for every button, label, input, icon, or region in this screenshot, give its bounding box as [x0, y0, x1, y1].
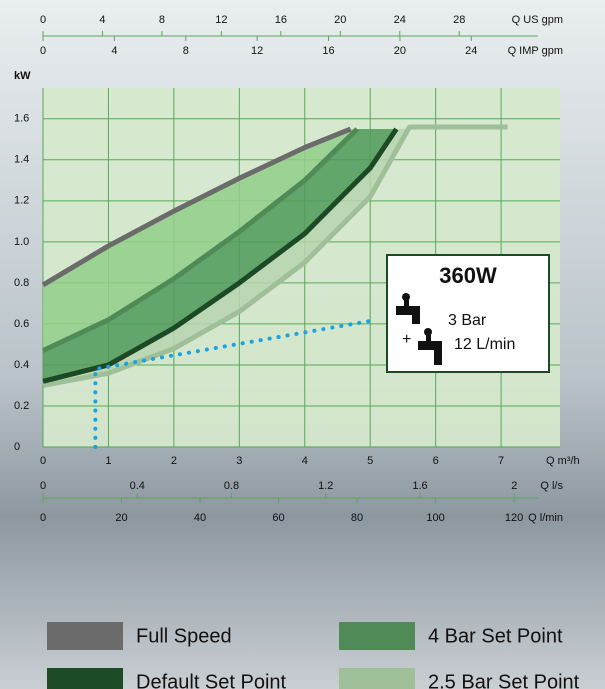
axis-tick-label: 12 — [251, 45, 263, 57]
axis-label: Q US gpm — [512, 14, 563, 26]
y-tick-label: 1.0 — [14, 236, 29, 248]
annotation-flow: 12 L/min — [454, 336, 515, 353]
x-axis-label: Q m³/h — [546, 455, 580, 467]
axis-tick-label: 20 — [115, 512, 127, 524]
axis-tick-label: 8 — [183, 45, 189, 57]
y-tick-label: 0.6 — [14, 318, 29, 330]
axis-tick-label: 120 — [505, 512, 523, 524]
annotation-pressure: 3 Bar — [448, 312, 487, 329]
band-fill — [43, 129, 358, 351]
legend-swatch — [339, 622, 415, 650]
annotation-plus: + — [402, 331, 411, 348]
axis-tick-label: 0 — [40, 14, 46, 26]
y-tick-label: 0 — [14, 441, 20, 453]
legend-label: 2.5 Bar Set Point — [428, 671, 580, 689]
axis-tick-label: 1.6 — [412, 480, 427, 492]
y-tick-label: 0.8 — [14, 277, 29, 289]
axis-tick-label: 8 — [159, 14, 165, 26]
axis-tick-label: 4 — [99, 14, 105, 26]
axis-tick-label: 40 — [194, 512, 206, 524]
axis-label: Q l/min — [528, 512, 563, 524]
y-tick-label: 1.2 — [14, 195, 29, 207]
x-tick-label: 0 — [40, 455, 46, 467]
axis-tick-label: 0.4 — [130, 480, 145, 492]
x-tick-label: 6 — [433, 455, 439, 467]
y-tick-label: 0.4 — [14, 359, 29, 371]
y-tick-label: 1.4 — [14, 154, 29, 166]
series-line — [42, 124, 508, 388]
axis-tick-label: 12 — [215, 14, 227, 26]
legend-label: 4 Bar Set Point — [428, 625, 563, 647]
x-tick-label: 4 — [302, 455, 308, 467]
series-line — [41, 126, 352, 288]
axis-tick-label: 0 — [40, 512, 46, 524]
axis-tick-label: 16 — [275, 14, 287, 26]
axis-tick-label: 80 — [351, 512, 363, 524]
x-tick-label: 3 — [236, 455, 242, 467]
legend-label: Default Set Point — [136, 671, 287, 689]
axis-tick-label: 1.2 — [318, 480, 333, 492]
axis-tick-label: 0 — [40, 480, 46, 492]
annotation-title: 360W — [439, 263, 497, 288]
band-fill — [43, 129, 397, 382]
axis-tick-label: 24 — [465, 45, 477, 57]
tap-icon — [396, 293, 420, 324]
axis-tick-label: 2 — [511, 480, 517, 492]
legend-label: Full Speed — [136, 625, 232, 647]
axis-tick-label: 24 — [394, 14, 406, 26]
legend-swatch — [47, 668, 123, 689]
axis-tick-label: 16 — [322, 45, 334, 57]
axis-tick-label: 28 — [453, 14, 465, 26]
axis-label: Q IMP gpm — [508, 45, 563, 57]
x-tick-label: 2 — [171, 455, 177, 467]
x-tick-label: 7 — [498, 455, 504, 467]
axis-tick-label: 4 — [111, 45, 117, 57]
axis-tick-label: 60 — [272, 512, 284, 524]
axis-tick-label: 0 — [40, 45, 46, 57]
tap-icon — [418, 328, 442, 365]
legend-swatch — [47, 622, 123, 650]
axis-tick-label: 20 — [334, 14, 346, 26]
axis-label: Q l/s — [540, 480, 563, 492]
annotation-box: 360W 3 Bar + 12 L/min — [386, 254, 550, 373]
legend-swatch — [339, 668, 415, 689]
y-tick-label: 1.6 — [14, 113, 29, 125]
plot — [41, 88, 560, 449]
axis-tick-label: 0.8 — [224, 480, 239, 492]
x-tick-label: 5 — [367, 455, 373, 467]
axis-tick-label: 20 — [394, 45, 406, 57]
y-axis-label: kW — [14, 70, 31, 82]
operating-line — [93, 317, 379, 449]
axis-tick-label: 100 — [426, 512, 444, 524]
series-line — [41, 127, 359, 353]
y-tick-label: 0.2 — [14, 400, 29, 412]
x-tick-label: 1 — [105, 455, 111, 467]
